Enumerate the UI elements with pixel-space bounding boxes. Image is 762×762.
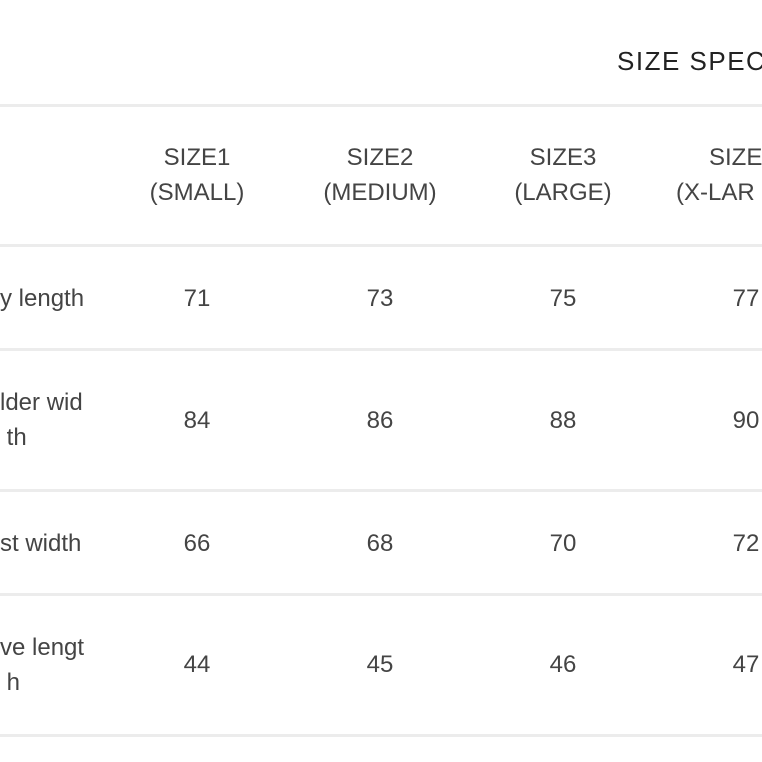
column-header-size1: SIZE1 (SMALL) — [107, 140, 287, 210]
column-header-line: (MEDIUM) — [323, 179, 437, 206]
divider — [0, 348, 762, 351]
divider — [0, 593, 762, 596]
column-header-line: (X-LAR — [676, 179, 755, 206]
table-cell: 72 — [732, 530, 760, 557]
column-header-line: (SMALL) — [149, 179, 245, 206]
table-cell: 46 — [549, 651, 577, 678]
column-header-line: SIZE2 — [346, 144, 414, 171]
table-cell: 73 — [366, 285, 394, 312]
table-cell: 90 — [732, 407, 760, 434]
column-header-line: (LARGE) — [514, 179, 612, 206]
table-cell: 88 — [549, 407, 577, 434]
column-header-size4: SIZE (X-LAR — [676, 140, 762, 210]
table-cell: 45 — [366, 651, 394, 678]
table-cell: 44 — [183, 651, 211, 678]
divider — [0, 104, 762, 107]
table-cell: 70 — [549, 530, 577, 557]
table-cell: 77 — [732, 285, 760, 312]
table-cell: 84 — [183, 407, 211, 434]
table-cell: 71 — [183, 285, 211, 312]
table-cell: 86 — [366, 407, 394, 434]
row-label: y length — [0, 285, 85, 312]
column-header-line: SIZE — [709, 144, 762, 171]
table-cell: 47 — [732, 651, 760, 678]
row-label: lder wid th — [0, 389, 83, 451]
divider — [0, 734, 762, 737]
row-label: ve lengt h — [0, 634, 85, 696]
column-header-line: SIZE1 — [163, 144, 231, 171]
table-cell: 75 — [549, 285, 577, 312]
divider — [0, 489, 762, 492]
column-header-size3: SIZE3 (LARGE) — [473, 140, 653, 210]
column-header-size2: SIZE2 (MEDIUM) — [290, 140, 470, 210]
row-label: st width — [0, 530, 82, 557]
divider — [0, 244, 762, 247]
column-header-line: SIZE3 — [529, 144, 597, 171]
size-spec-title: SIZE SPEC — [617, 46, 762, 76]
table-cell: 66 — [183, 530, 211, 557]
table-cell: 68 — [366, 530, 394, 557]
